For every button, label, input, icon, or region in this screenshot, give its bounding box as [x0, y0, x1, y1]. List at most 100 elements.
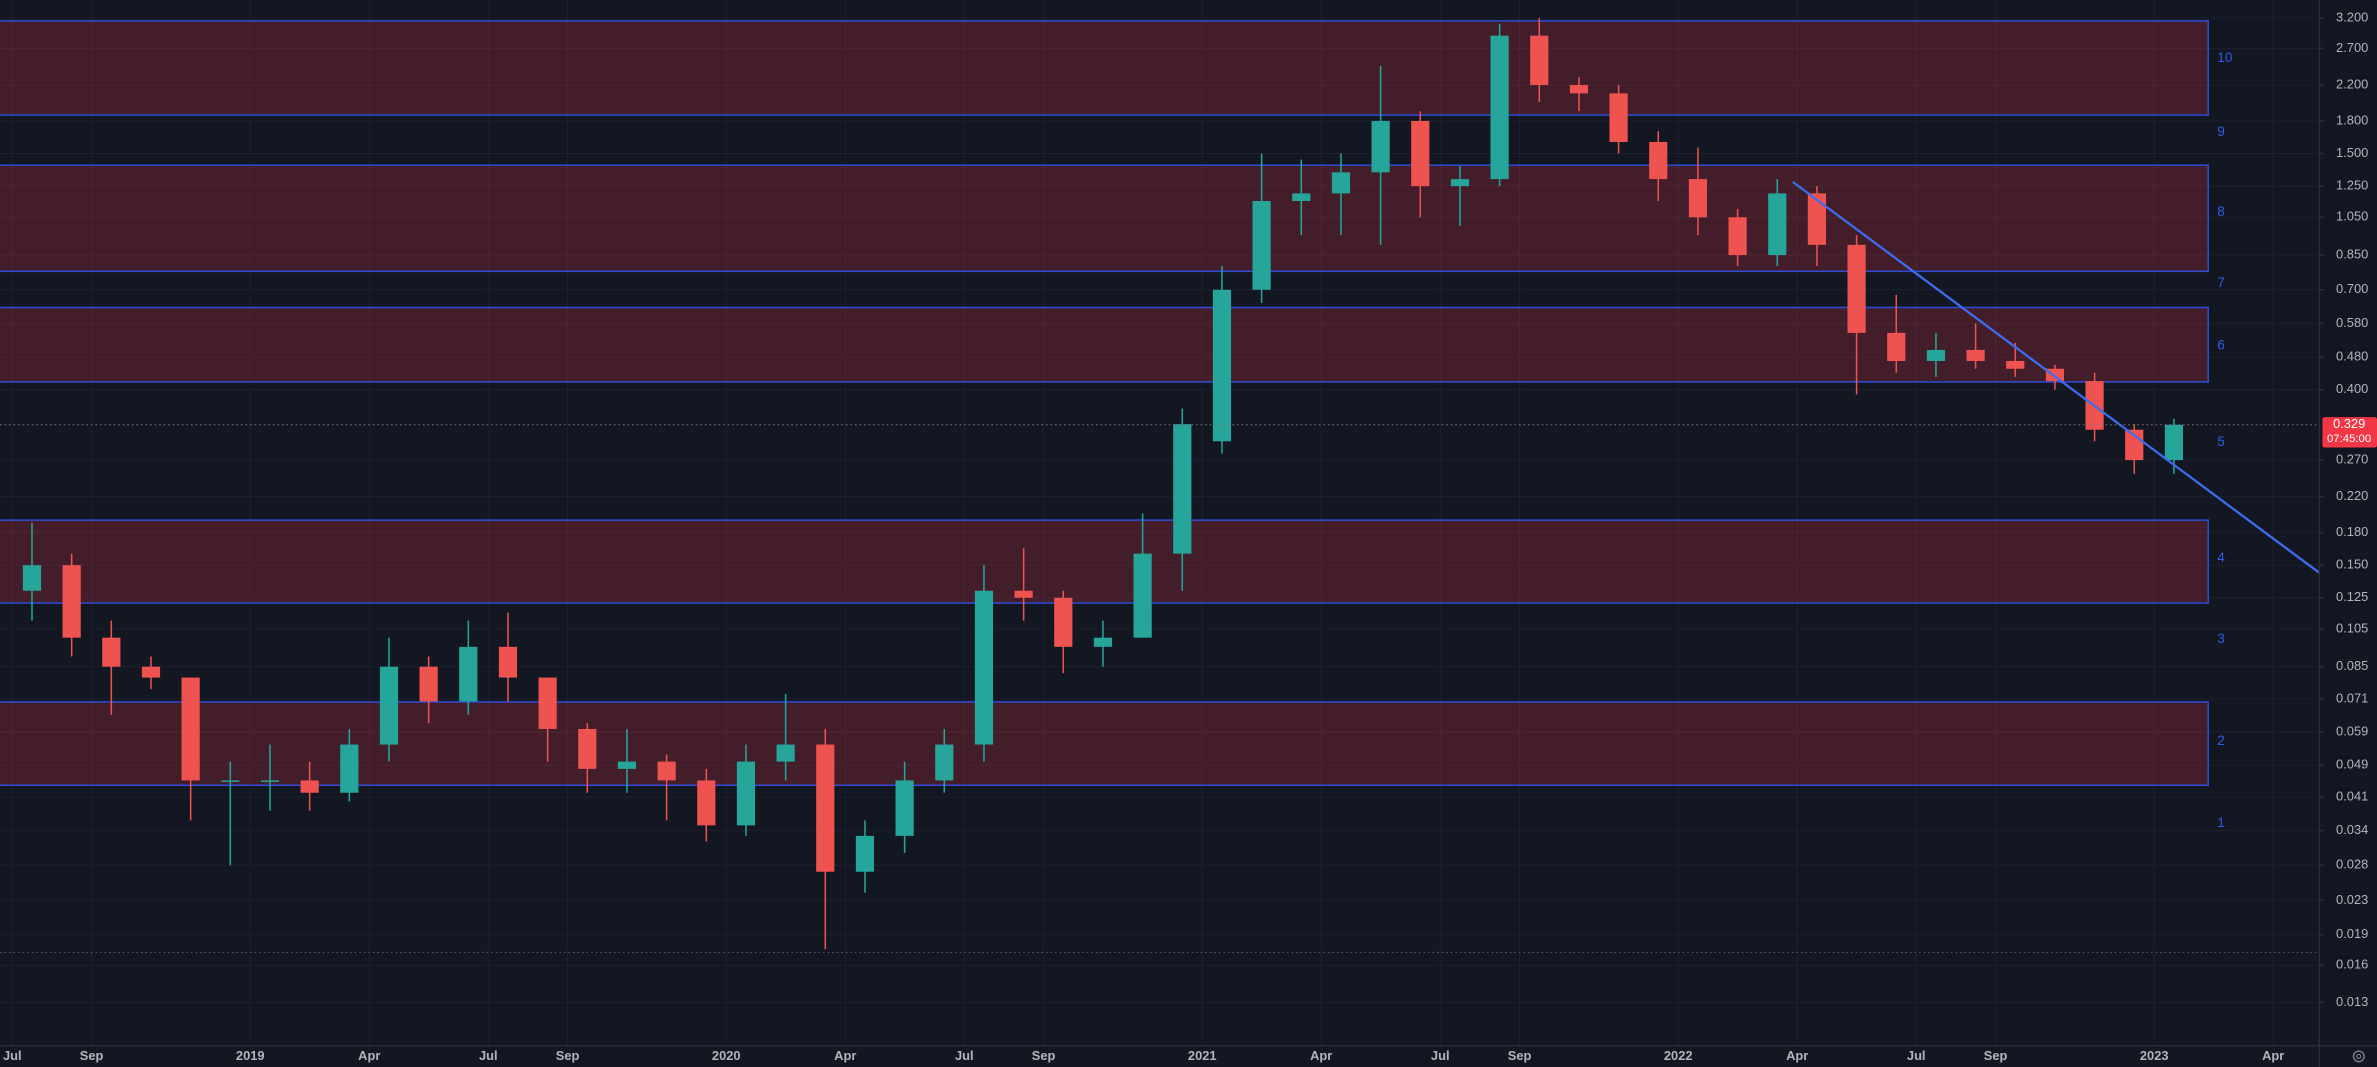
- y-tick-label: 0.019: [2336, 926, 2368, 941]
- last-price-box: [2322, 417, 2377, 448]
- candle-body: [300, 780, 319, 793]
- y-tick-label: 0.700: [2336, 281, 2368, 296]
- y-tick-label: 0.400: [2336, 381, 2368, 396]
- candle-body: [2125, 429, 2144, 461]
- zones: 10 9 8 7 6 5 4 3 2 1: [0, 20, 2233, 830]
- zone: [0, 20, 2209, 116]
- candles: [22, 18, 2184, 950]
- candle-body: [2164, 424, 2184, 461]
- y-tick-label: 0.180: [2336, 524, 2368, 539]
- x-tick-label: Apr: [1310, 1048, 1332, 1063]
- candle-body: [1768, 193, 1787, 256]
- x-tick-label: Apr: [358, 1048, 380, 1063]
- candle-body: [1728, 217, 1747, 256]
- y-tick-label: 0.220: [2336, 488, 2368, 503]
- y-tick-label: 0.049: [2336, 757, 2368, 772]
- candle-body: [459, 646, 478, 702]
- y-tick-label: 0.125: [2336, 589, 2368, 604]
- zone-label: 2: [2217, 733, 2225, 748]
- zone-label: 10: [2217, 50, 2233, 65]
- candle-body: [1807, 193, 1827, 245]
- candle-body: [1926, 349, 1946, 361]
- x-tick-label: Jul: [1907, 1048, 1926, 1063]
- y-tick-label: 0.013: [2336, 994, 2368, 1009]
- candle-body: [1649, 141, 1668, 180]
- candle-body: [1530, 35, 1549, 86]
- candle-body: [974, 590, 994, 745]
- x-tick-label: Apr: [1786, 1048, 1808, 1063]
- candle-body: [1887, 332, 1906, 361]
- y-tick-label: 1.050: [2336, 209, 2368, 224]
- y-tick-label: 0.105: [2336, 620, 2368, 635]
- settings-icon[interactable]: [2352, 1050, 2365, 1063]
- candle-body: [419, 666, 438, 702]
- x-tick-label: Jul: [3, 1048, 22, 1063]
- x-tick-label: 2019: [236, 1048, 265, 1063]
- zone: [0, 701, 2209, 787]
- zone-label: 5: [2217, 434, 2225, 449]
- y-tick-label: 0.028: [2336, 857, 2368, 872]
- x-tick-label: 2020: [712, 1048, 741, 1063]
- y-tick-label: 1.500: [2336, 145, 2368, 160]
- y-tick-label: 0.059: [2336, 723, 2368, 738]
- x-tick-label: 2023: [2140, 1048, 2169, 1063]
- x-tick-label: Sep: [1508, 1048, 1532, 1063]
- candle-body: [379, 666, 399, 745]
- candle-body: [1212, 289, 1232, 442]
- y-tick-label: 3.200: [2336, 9, 2368, 24]
- y-tick-label: 2.700: [2336, 40, 2368, 55]
- y-tick-label: 0.034: [2336, 822, 2368, 837]
- candle-body: [1014, 590, 1033, 598]
- candle-body: [1133, 553, 1152, 638]
- zone-label: 6: [2217, 337, 2225, 352]
- x-tick-label: Sep: [556, 1048, 580, 1063]
- x-tick-label: Jul: [479, 1048, 498, 1063]
- last-price-label: 0.329: [2333, 416, 2365, 431]
- candle-body: [102, 637, 121, 667]
- zone-label: 7: [2217, 275, 2225, 290]
- y-tick-label: 0.041: [2336, 788, 2368, 803]
- y-tick-label: 2.200: [2336, 76, 2368, 91]
- candle-body: [1609, 93, 1628, 142]
- zone-label: 3: [2217, 631, 2225, 646]
- y-tick-label: 0.071: [2336, 690, 2368, 705]
- candle-body: [340, 744, 359, 793]
- x-tick-label: Sep: [1984, 1048, 2008, 1063]
- x-tick-label: Jul: [1431, 1048, 1450, 1063]
- zone: [0, 164, 2209, 273]
- zone-label: 1: [2217, 815, 2225, 830]
- y-tick-label: 0.480: [2336, 349, 2368, 364]
- candle-body: [538, 677, 557, 729]
- candle-body: [260, 780, 280, 782]
- y-tick-label: 1.800: [2336, 112, 2368, 127]
- x-tick-label: Apr: [2262, 1048, 2284, 1063]
- zone: [0, 519, 2209, 604]
- candle-body: [221, 780, 240, 782]
- x-tick-label: 2021: [1188, 1048, 1217, 1063]
- x-tick-label: Sep: [1032, 1048, 1056, 1063]
- x-tick-label: Apr: [834, 1048, 856, 1063]
- y-tick-label: 0.016: [2336, 957, 2368, 972]
- candle-body: [1292, 193, 1311, 202]
- zone-label: 4: [2217, 550, 2225, 565]
- candle-body: [855, 835, 875, 872]
- candle-body: [816, 744, 835, 872]
- x-tick-label: 2022: [1664, 1048, 1693, 1063]
- candle-body: [895, 780, 914, 836]
- candle-body: [1093, 637, 1113, 647]
- y-tick-label: 0.023: [2336, 892, 2368, 907]
- y-tick-label: 0.150: [2336, 557, 2368, 572]
- candle-body: [62, 565, 81, 638]
- candle-body: [1847, 244, 1866, 333]
- candle-body: [498, 646, 518, 678]
- zone: [0, 306, 2209, 383]
- candle-body: [617, 761, 637, 769]
- candle-body: [1054, 597, 1073, 647]
- y-tick-label: 0.270: [2336, 451, 2368, 466]
- candle-body: [1411, 120, 1430, 187]
- x-tick-label: Jul: [955, 1048, 974, 1063]
- candle-body: [1252, 201, 1271, 290]
- y-tick-label: 1.250: [2336, 178, 2368, 193]
